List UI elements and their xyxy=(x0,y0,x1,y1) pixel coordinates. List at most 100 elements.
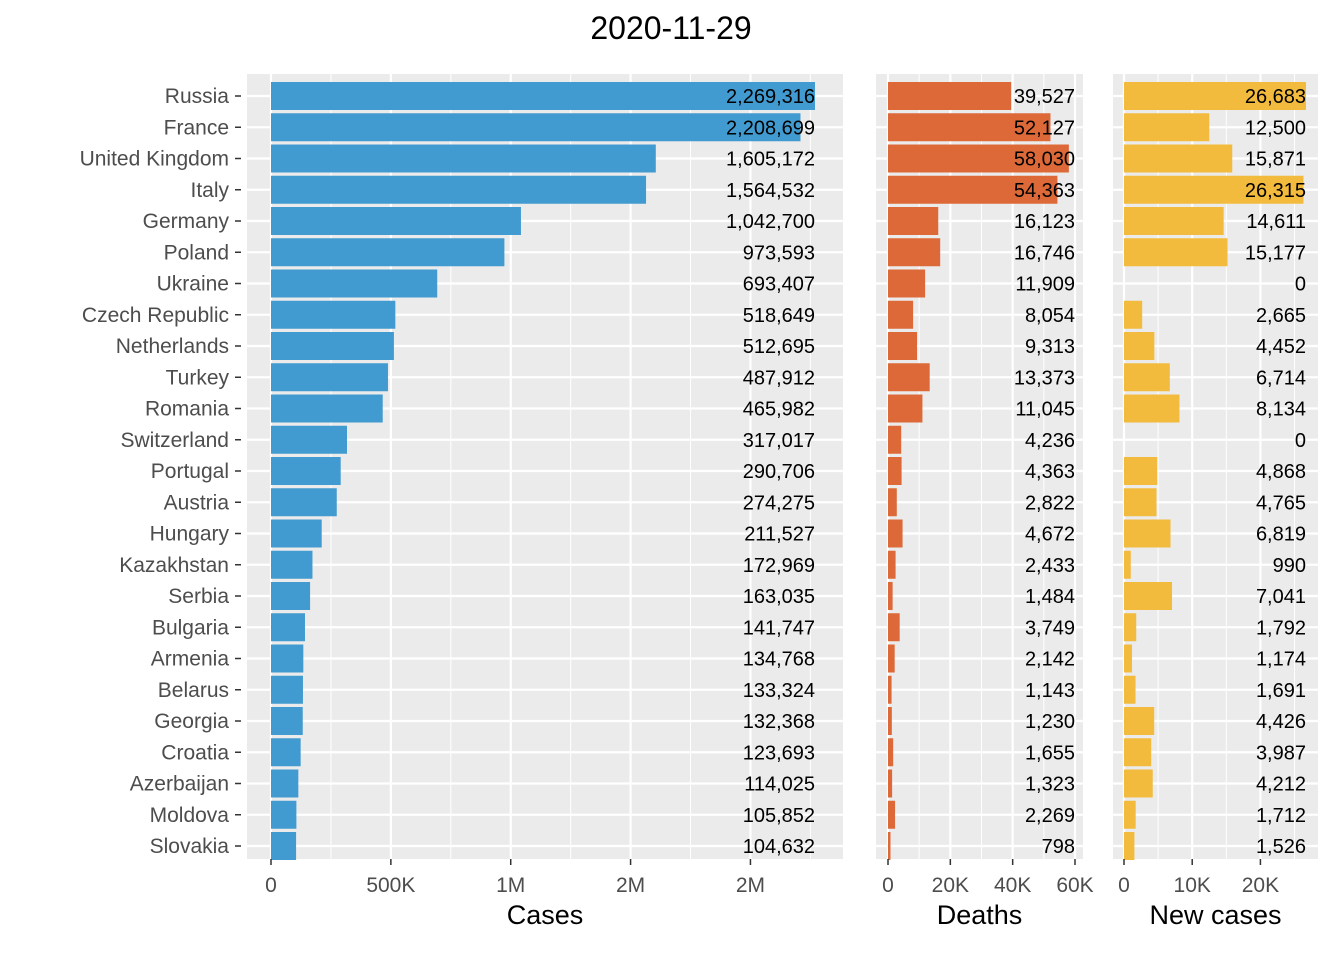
bar xyxy=(1124,332,1155,360)
bar xyxy=(888,675,892,704)
bar xyxy=(888,769,893,798)
bar xyxy=(271,582,311,610)
value-label: 15,871 xyxy=(1245,149,1306,171)
country-label: Austria xyxy=(164,491,230,514)
value-label: 2,665 xyxy=(1256,305,1306,327)
bar xyxy=(1124,644,1133,673)
bar xyxy=(888,363,930,392)
bar xyxy=(271,488,337,517)
bar xyxy=(1124,300,1143,329)
bar xyxy=(271,175,647,204)
value-label: 693,407 xyxy=(743,274,815,296)
value-label: 58,030 xyxy=(1014,149,1075,171)
bar xyxy=(888,113,1051,142)
bar xyxy=(1124,363,1170,392)
bar xyxy=(271,82,815,110)
value-label: 1,526 xyxy=(1256,836,1306,858)
country-label: Turkey xyxy=(166,366,230,389)
value-label: 0 xyxy=(1295,274,1306,296)
bar xyxy=(1124,519,1171,548)
value-label: 2,269 xyxy=(1025,805,1075,827)
country-label: Moldova xyxy=(150,804,230,827)
bar xyxy=(1124,238,1228,267)
bar xyxy=(1124,82,1306,110)
country-label: Germany xyxy=(143,210,230,233)
x-tick-label: 20K xyxy=(932,874,969,897)
value-label: 1,605,172 xyxy=(726,149,815,171)
country-label: Slovakia xyxy=(150,835,230,858)
value-label: 211,527 xyxy=(744,524,815,546)
bar xyxy=(1124,394,1180,423)
bar xyxy=(271,425,347,454)
x-tick-label: 0 xyxy=(882,874,894,897)
value-label: 2,822 xyxy=(1025,492,1075,514)
x-axis-title: Deaths xyxy=(937,900,1023,930)
bar xyxy=(888,144,1069,173)
country-label: Azerbaijan xyxy=(130,773,229,796)
bar xyxy=(888,207,939,235)
value-label: 4,868 xyxy=(1256,461,1306,483)
bar xyxy=(271,675,303,704)
value-label: 26,683 xyxy=(1245,86,1306,108)
x-tick-label: 0 xyxy=(265,874,277,897)
panel-new-cases: 26,683 12,500 15,871 26,315 14,611 15,177 0 2,6… xyxy=(1113,74,1318,930)
bar xyxy=(271,800,297,829)
value-label: 518,649 xyxy=(743,305,815,327)
value-label: 6,714 xyxy=(1256,367,1306,389)
bar xyxy=(1124,707,1155,735)
bar xyxy=(1124,175,1304,204)
bar xyxy=(1124,457,1158,485)
value-label: 105,852 xyxy=(743,805,815,827)
country-label: United Kingdom xyxy=(80,148,229,171)
bar xyxy=(1124,550,1131,579)
x-axis-title: Cases xyxy=(507,900,584,930)
chart-title: 2020-11-29 xyxy=(590,10,751,46)
bar xyxy=(888,269,926,298)
value-label: 163,035 xyxy=(743,586,815,608)
value-label: 1,792 xyxy=(1256,617,1306,639)
bar xyxy=(271,707,303,735)
value-label: 104,632 xyxy=(743,836,815,858)
bar xyxy=(888,425,902,454)
country-label: Hungary xyxy=(150,523,230,546)
bar xyxy=(271,644,304,673)
value-label: 798 xyxy=(1042,836,1075,858)
bar xyxy=(888,175,1058,204)
value-label: 2,269,316 xyxy=(726,86,815,108)
value-label: 4,236 xyxy=(1025,430,1075,452)
value-label: 52,127 xyxy=(1014,117,1075,139)
value-label: 317,017 xyxy=(743,430,815,452)
country-labels: Russia France United Kingdom Italy Germany Po… xyxy=(80,85,241,858)
bar xyxy=(271,332,394,360)
country-label: Switzerland xyxy=(120,429,229,452)
bar xyxy=(271,238,505,267)
bar xyxy=(271,738,301,767)
bar xyxy=(271,394,383,423)
value-label: 1,655 xyxy=(1025,742,1075,764)
value-label: 141,747 xyxy=(743,617,815,639)
value-label: 4,212 xyxy=(1256,774,1306,796)
value-label: 1,712 xyxy=(1256,805,1306,827)
value-label: 487,912 xyxy=(743,367,815,389)
bar xyxy=(1124,613,1137,642)
value-label: 4,363 xyxy=(1025,461,1075,483)
value-label: 1,042,700 xyxy=(726,211,815,233)
value-label: 4,426 xyxy=(1256,711,1306,733)
bar xyxy=(271,300,396,329)
bar xyxy=(888,707,892,735)
bar xyxy=(1124,675,1136,704)
bar xyxy=(888,613,900,642)
panel-background xyxy=(247,74,843,859)
country-label: Bulgaria xyxy=(152,616,229,639)
bar xyxy=(1124,800,1136,829)
x-tick-label: 40K xyxy=(994,874,1031,897)
bar xyxy=(888,457,902,485)
value-label: 1,174 xyxy=(1256,649,1306,671)
bar xyxy=(271,207,521,235)
value-label: 16,746 xyxy=(1014,242,1075,264)
country-label: France xyxy=(164,116,229,139)
x-tick-label: 2M xyxy=(736,874,765,897)
value-label: 8,134 xyxy=(1256,399,1306,421)
value-label: 1,230 xyxy=(1025,711,1075,733)
value-label: 26,315 xyxy=(1245,180,1306,202)
